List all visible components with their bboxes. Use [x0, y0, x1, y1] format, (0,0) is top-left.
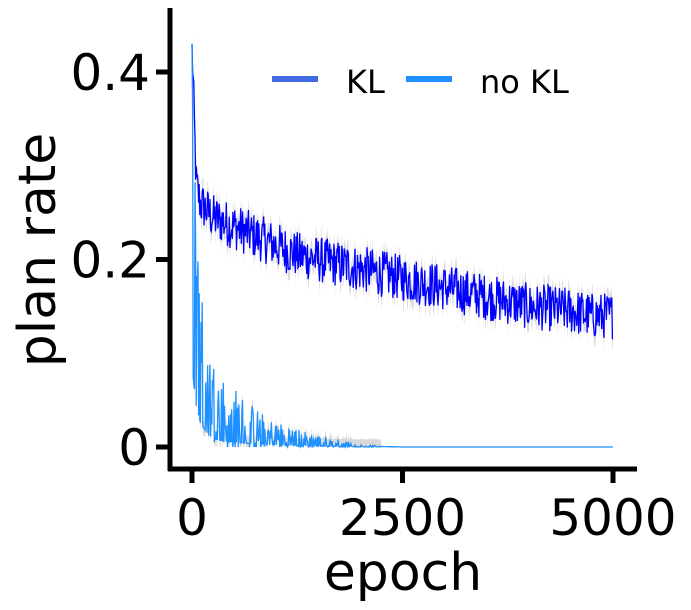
legend: KL no KL: [272, 63, 569, 101]
legend-label: KL: [346, 63, 385, 101]
y-ticks: 0 0.2 0.4: [70, 44, 170, 477]
x-tick-label: 0: [176, 489, 208, 547]
legend-label: no KL: [480, 63, 569, 101]
y-tick-label: 0: [118, 419, 150, 477]
series-line-kl: [191, 43, 614, 340]
x-ticks: 0 2500 5000: [176, 469, 677, 547]
series-line-no-kl: [191, 43, 613, 449]
series-lines: [191, 43, 614, 449]
x-tick-label: 5000: [549, 489, 676, 547]
y-axis-title: plan rate: [8, 133, 68, 367]
x-tick-label: 2500: [339, 489, 466, 547]
y-tick-label: 0.4: [70, 44, 150, 102]
y-tick-label: 0.2: [70, 232, 150, 290]
x-axis-title: epoch: [324, 543, 482, 603]
